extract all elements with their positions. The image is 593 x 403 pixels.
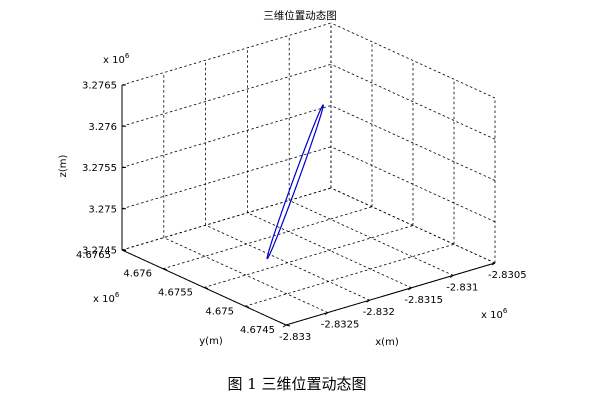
z-tick-label: 3.276 [88,122,117,133]
grid-line-side-z [330,187,496,264]
x-tick [366,299,370,303]
x-tick [449,274,454,278]
grid-line-wall-z [121,187,332,251]
grid-line-floor-y [162,206,373,270]
z-axis-label: z(m) [58,155,69,178]
y-tick [244,305,250,308]
x-tick-label: -2.831 [446,282,478,293]
tick-layer: -2.833 -2.8325-2.832 -2.8315-2.831 -2.8305 4… [76,81,527,344]
grid-line-side-z [330,105,496,181]
y-axis-exponent: x 106 [93,291,120,305]
grid-line-side-z [330,22,496,99]
x-tick-label: -2.832 [363,307,395,318]
y-tick [203,287,209,289]
x-axis-line [285,262,496,326]
y-tick-label: 4.6755 [158,288,193,299]
x-tick [324,312,329,316]
z-tick-label: 3.2765 [82,81,117,92]
grid-line-wall-z [121,63,332,127]
z-tick-label: 3.275 [88,204,117,215]
x-tick [282,324,287,328]
trajectory-series-line [266,104,324,260]
y-tick-label: 4.6745 [240,325,275,336]
x-tick [408,287,412,291]
grid-line-floor-x [163,237,328,313]
z-tick-label: 3.2755 [82,163,117,174]
z-axis-exponent: x 106 [103,52,130,66]
y-tick-label: 4.675 [205,306,234,317]
x-axis-exponent: x 106 [481,307,508,321]
y-tick [162,268,168,271]
x-tick-label: -2.8305 [488,270,527,281]
x-tick [491,262,496,266]
x-axis-label: x(m) [375,337,399,348]
grid-line-wall-z [121,22,332,86]
y-tick-label: 4.676 [123,269,152,280]
x-tick-label: -2.833 [279,332,311,343]
grid-line-floor-y [244,243,455,307]
grid-line-floor-x [289,200,454,276]
grid-layer [121,22,496,326]
figure-caption: 图 1 三维位置动态图 [227,375,366,393]
grid-line-side-z [330,146,496,223]
chart-title: 三维位置动态图 [263,9,337,22]
x-tick-label: -2.8325 [321,320,360,331]
y-tick [285,324,291,327]
x-tick-label: -2.8315 [404,295,443,306]
grid-line-wall-z [121,105,332,168]
y-axis-label: y(m) [199,336,223,347]
label-layer: 三维位置动态图 y(m) x(m) z(m) x 106 x 106 x 106… [58,9,508,393]
grid-line-side-z [330,63,496,140]
z-tick-label: 3.2745 [82,246,117,257]
grid-line-wall-z [121,146,332,210]
y-tick-label: 4.6765 [76,250,111,261]
series-layer [266,104,324,260]
grid-line-floor-y [203,225,414,288]
